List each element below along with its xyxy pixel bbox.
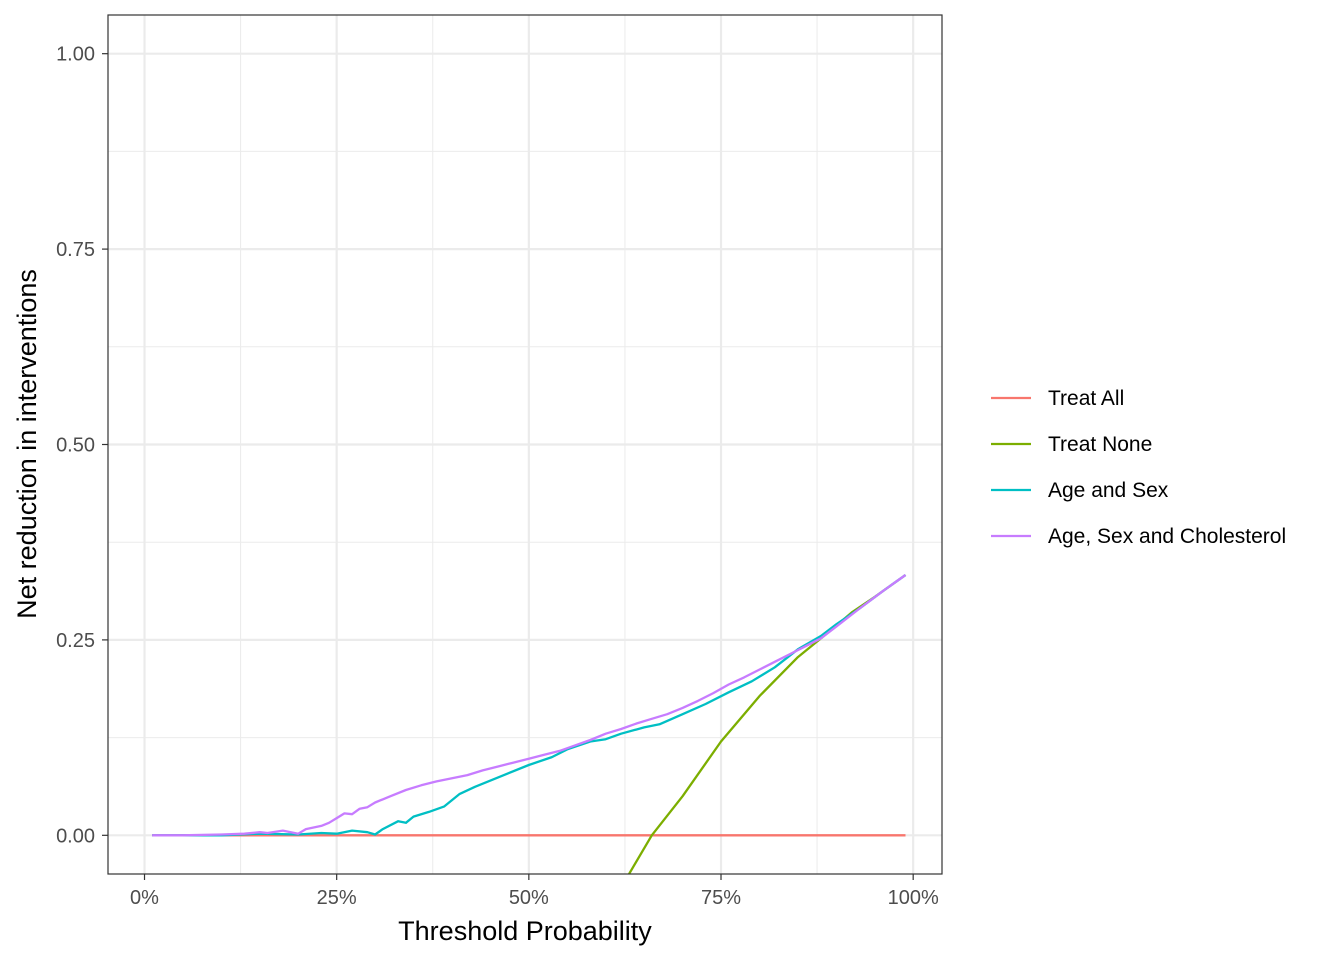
legend-label: Age and Sex	[1048, 479, 1169, 502]
axes: 0% 25% 50% 75% 100% 0.00 0.25 0.50 0.75 1.00	[56, 44, 939, 909]
x-axis-title: Threshold Probability	[398, 916, 652, 946]
y-tick-label: 0.50	[56, 435, 95, 457]
y-tick-label: 0.75	[56, 239, 95, 261]
series-lines	[152, 574, 907, 874]
legend-item-age-sex-and-cholesterol: Age, Sex and Cholesterol	[991, 525, 1286, 548]
x-tick-label: 75%	[701, 887, 741, 909]
legend-item-treat-none: Treat None	[991, 433, 1152, 456]
legend-item-age-and-sex: Age and Sex	[991, 479, 1169, 502]
x-tick-label: 100%	[888, 887, 939, 909]
y-tick-label: 1.00	[56, 44, 95, 66]
legend-label: Treat None	[1048, 433, 1152, 456]
series-line-age-sex-and-cholesterol	[152, 574, 907, 837]
legend-label: Treat All	[1048, 387, 1124, 410]
x-tick-label: 50%	[509, 887, 549, 909]
legend-item-treat-all: Treat All	[991, 387, 1124, 410]
x-tick-label: 25%	[317, 887, 357, 909]
y-tick-label: 0.00	[56, 825, 95, 847]
legend: Treat All Treat None Age and Sex Age, Sex a…	[991, 387, 1286, 548]
x-tick-label: 0%	[130, 887, 159, 909]
y-tick-label: 0.25	[56, 630, 95, 652]
y-axis-title: Net reduction in interventions	[12, 269, 42, 619]
series-line-age-and-sex	[152, 574, 907, 837]
legend-label: Age, Sex and Cholesterol	[1048, 525, 1286, 548]
